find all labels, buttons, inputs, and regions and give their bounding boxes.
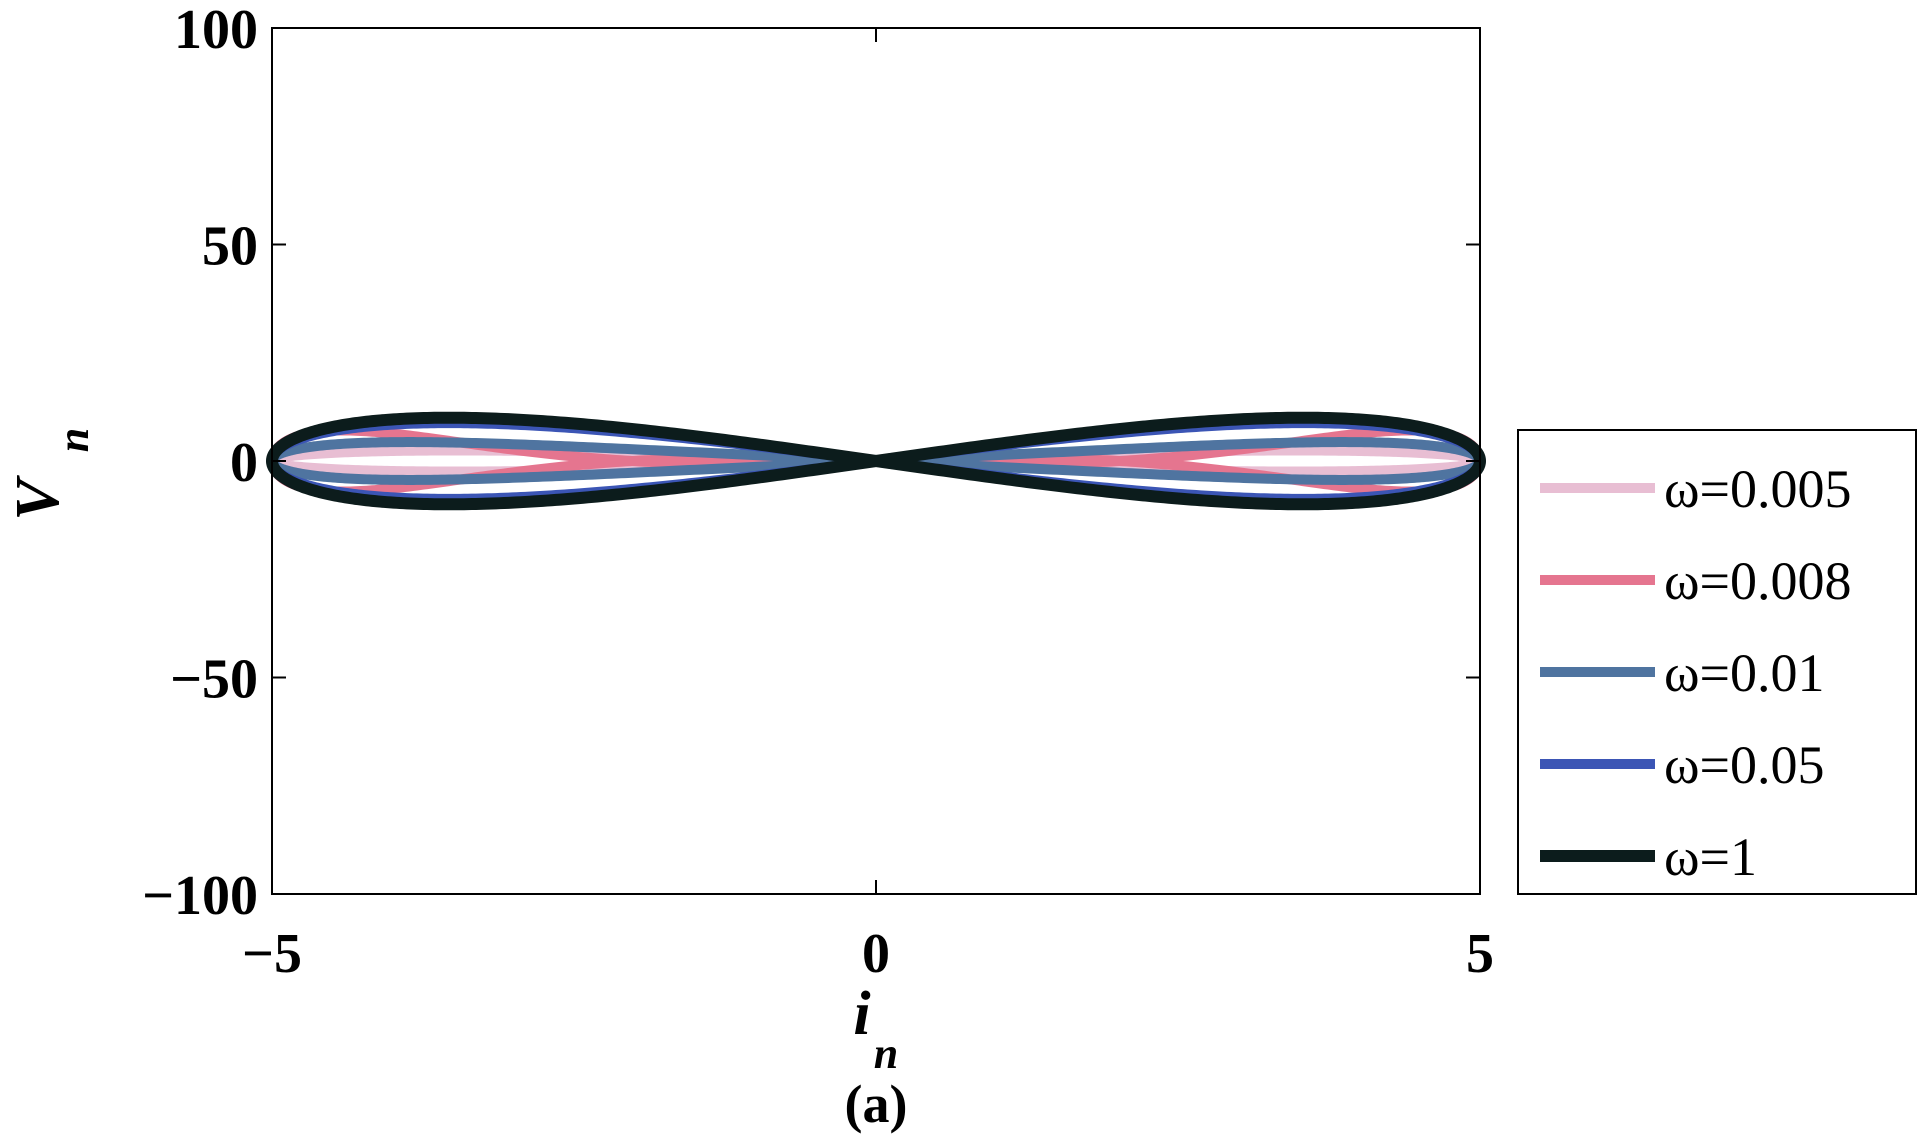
y-tick-label: −50 [170, 649, 258, 711]
legend-label: ω=0.005 [1664, 459, 1852, 519]
x-tick-label: 0 [862, 923, 890, 985]
x-axis-label: i [853, 980, 870, 1048]
legend-label: ω=0.01 [1664, 643, 1825, 703]
x-axis-label-subscript: n [874, 1029, 898, 1078]
x-tick-label: −5 [242, 923, 302, 985]
legend-label: ω=0.05 [1664, 735, 1825, 795]
y-tick-label: −100 [142, 865, 258, 927]
series-line-4 [266, 411, 1486, 511]
y-tick-label: 50 [202, 216, 258, 278]
legend-label: ω=1 [1664, 827, 1757, 887]
legend-label: ω=0.008 [1664, 551, 1852, 611]
y-tick-label: 100 [174, 0, 258, 61]
legend-box [1517, 429, 1917, 895]
legend-items: ω=0.005 ω=0.008 ω=0.01 ω=0.05 ω=1 [1540, 459, 1852, 887]
series-layer [266, 411, 1486, 511]
x-tick-label: 5 [1466, 923, 1494, 985]
y-tick-label: 0 [230, 432, 258, 494]
y-axis-label-subscript: n [49, 428, 98, 452]
legend: ω=0.005 ω=0.008 ω=0.01 ω=0.05 ω=1 [1517, 429, 1917, 895]
y-axis-label: V [4, 475, 72, 521]
figure-caption: (a) [845, 1074, 908, 1134]
